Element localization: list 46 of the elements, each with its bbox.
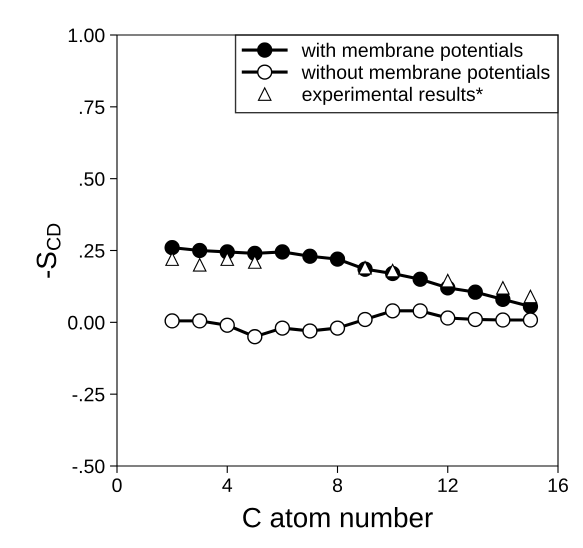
point [386,264,400,278]
point [164,313,180,329]
point [192,258,206,272]
point [165,252,179,266]
x-tick-label: 8 [332,478,342,492]
x-tick-label: 12 [438,478,458,492]
point [302,248,318,264]
y-tick-label: 1.00 [68,28,104,42]
y-tick-label: .25 [80,244,104,258]
x-axis-title: C atom number [243,507,433,528]
point [357,312,373,328]
point [412,303,428,318]
y-tick-label: -.25 [72,388,104,402]
y-tick-label: .75 [80,100,104,114]
point [440,274,455,288]
point [468,312,483,328]
point [220,252,234,266]
x-tick-label: 4 [222,478,232,492]
legend-label: experimental results* [302,86,483,105]
point [330,320,346,336]
x-tick-label: 0 [112,478,122,492]
point [248,255,262,269]
legend-label: without membrane potentials [302,64,550,83]
point [192,313,208,329]
point [412,272,428,287]
point [164,240,180,256]
point [440,310,456,326]
point [495,312,511,328]
point [522,312,538,328]
point [247,329,262,344]
y-tick-label: -.50 [72,459,104,474]
point [468,284,483,300]
point [496,281,510,295]
point [384,303,400,318]
x-tick-label: 16 [548,478,568,492]
y-axis-title: -S$_{CD}$ [36,224,61,278]
point [192,242,208,258]
legend-label: with membrane potentials [302,42,523,61]
point [330,251,346,267]
point [220,318,235,333]
y-tick-label: 0.00 [68,316,104,330]
y-tick-label: .50 [80,172,104,186]
point [274,320,290,336]
point [274,244,290,260]
point [302,323,318,339]
point [524,290,538,304]
